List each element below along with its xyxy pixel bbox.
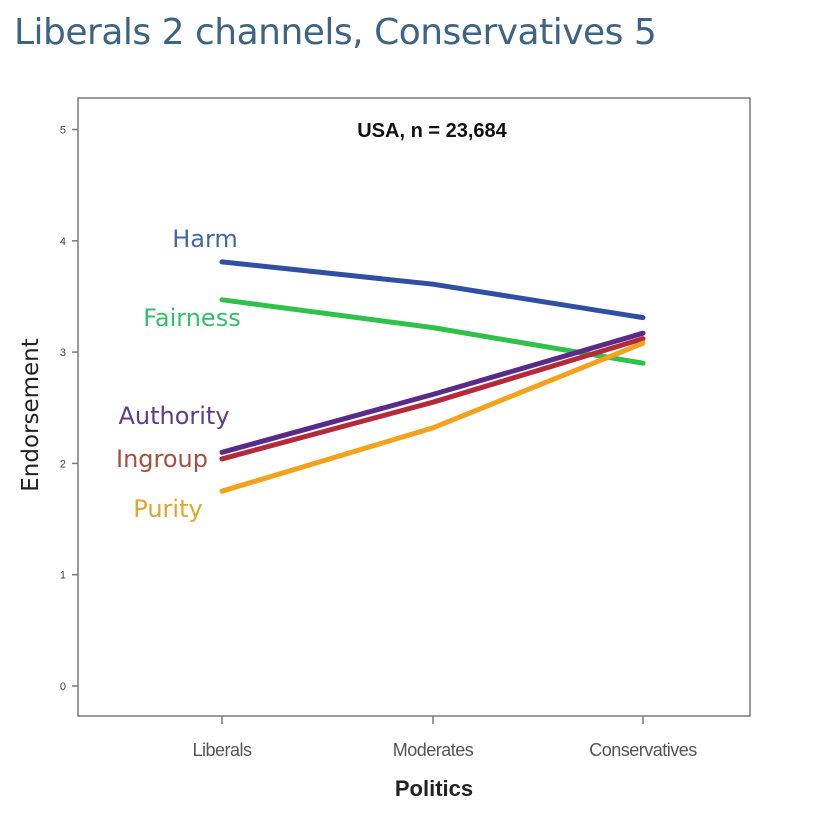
series-line-purity — [219, 340, 646, 494]
y-tick-label: 4 — [60, 236, 66, 248]
series-label-authority: Authority — [118, 402, 229, 430]
y-tick-label: 3 — [60, 347, 66, 359]
slide-title: Liberals 2 channels, Conservatives 5 — [14, 12, 657, 53]
series-label-ingroup: Ingroup — [116, 445, 208, 473]
y-axis-title: Endorsement — [18, 338, 44, 492]
x-tick-label: Conservatives — [589, 740, 697, 760]
y-tick-label: 1 — [60, 570, 66, 582]
y-tick-label: 5 — [60, 125, 66, 137]
series-label-harm: Harm — [172, 225, 238, 253]
y-tick-label: 0 — [60, 681, 66, 693]
series-labels: Harm Fairness Authority Ingroup Purity — [116, 225, 241, 523]
y-axis-ticks: 0 1 2 3 4 5 — [60, 125, 78, 693]
series-lines — [219, 259, 646, 494]
chart-title: USA, n = 23,684 — [357, 120, 507, 142]
series-label-fairness: Fairness — [143, 304, 240, 332]
x-axis-ticks: Liberals Moderates Conservatives — [192, 716, 698, 760]
y-tick-label: 2 — [60, 458, 66, 470]
x-tick-label: Moderates — [393, 740, 474, 760]
series-label-purity: Purity — [133, 495, 202, 523]
series-line-authority — [219, 330, 646, 455]
x-tick-label: Liberals — [192, 740, 252, 760]
x-axis-title: Politics — [395, 776, 473, 801]
series-line-ingroup — [219, 336, 646, 462]
series-line-harm — [219, 259, 646, 321]
